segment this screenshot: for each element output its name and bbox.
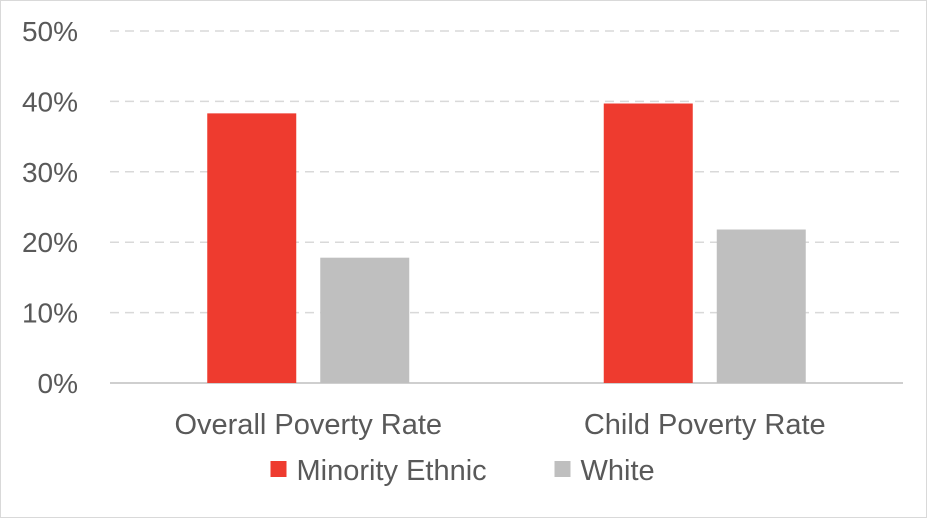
bar-minority-ethnic-1 [603,103,693,384]
y-tick-label: 0% [38,368,78,399]
x-category-label: Overall Poverty Rate [174,409,442,441]
x-category-label: Child Poverty Rate [584,409,826,441]
legend-swatch-minority-ethnic [270,461,287,477]
y-tick-label: 50% [22,16,78,47]
y-tick-label: 40% [22,86,78,117]
bar-white-0 [320,257,410,383]
bar-white-1 [716,229,806,383]
y-tick-label: 20% [22,227,78,258]
legend-label: White [581,455,655,487]
y-tick-label: 10% [22,298,78,329]
legend-label: Minority Ethnic [297,455,487,487]
legend-swatch-white [554,461,571,477]
y-tick-label: 30% [22,157,78,188]
bar-minority-ethnic-0 [207,113,297,384]
